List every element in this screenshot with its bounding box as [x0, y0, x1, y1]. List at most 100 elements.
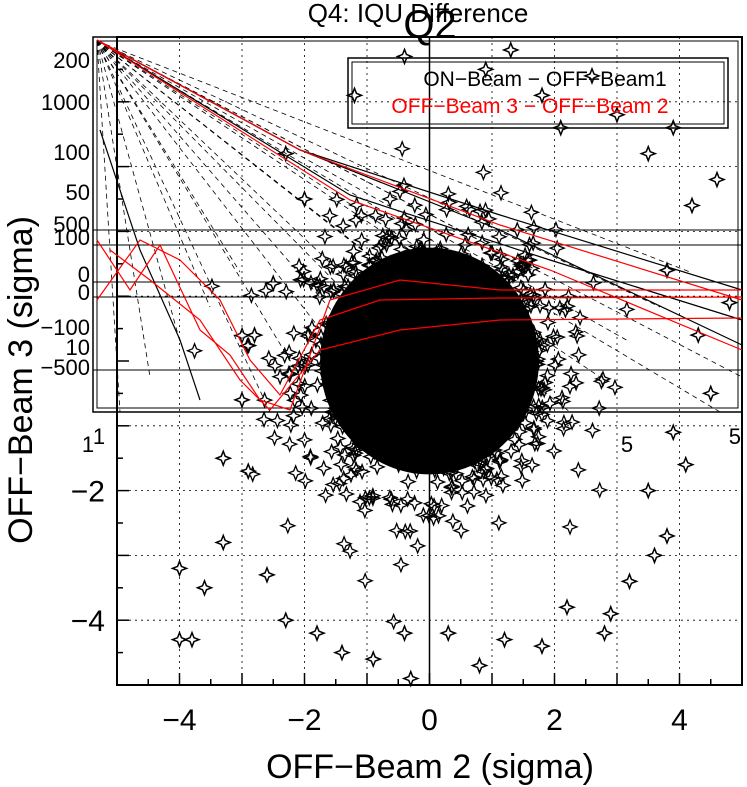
- scatter-point: [451, 439, 470, 457]
- scatter-point: [328, 309, 346, 327]
- scatter-point: [452, 351, 471, 370]
- x-tick-label: −4: [162, 704, 196, 737]
- scatter-point: [285, 324, 303, 342]
- scatter-point: [491, 408, 510, 426]
- scatter-point: [528, 355, 547, 374]
- scatter-point: [477, 338, 496, 357]
- scatter-point: [286, 464, 305, 482]
- scatter-point: [398, 346, 416, 364]
- scatter-point: [512, 278, 530, 297]
- scatter-point: [492, 257, 510, 276]
- inset-dashed-line: [96, 40, 601, 378]
- scatter-point: [482, 363, 501, 382]
- scatter-point: [360, 489, 379, 507]
- scatter-point: [639, 481, 658, 500]
- scatter-point: [470, 656, 489, 675]
- scatter-point: [538, 411, 557, 430]
- scatter-point: [284, 406, 303, 425]
- scatter-point: [488, 470, 506, 488]
- scatter-point: [532, 86, 552, 105]
- scatter-point: [276, 611, 295, 630]
- scatter-point: [462, 349, 480, 368]
- scatter-point: [321, 409, 339, 428]
- scatter-point: [477, 288, 496, 306]
- scatter-point: [450, 300, 468, 319]
- scatter-cloud: [185, 139, 636, 631]
- scatter-point: [307, 331, 325, 350]
- inset-dashed-line: [96, 40, 211, 308]
- scatter-point: [439, 185, 458, 203]
- scatter-point: [470, 351, 489, 370]
- scatter-point: [398, 490, 417, 508]
- scatter-point: [460, 382, 479, 400]
- inset-red-curve: [96, 39, 743, 351]
- scatter-point: [368, 458, 386, 476]
- inset-dashed-line: [96, 40, 121, 413]
- scatter-point: [402, 294, 420, 312]
- scatter-point: [316, 486, 335, 504]
- scatter-point: [233, 326, 251, 345]
- scatter-point: [524, 397, 543, 416]
- scatter-point: [302, 399, 321, 417]
- scatter-point: [401, 377, 420, 396]
- scatter-point: [295, 189, 314, 209]
- scatter-point: [266, 356, 284, 375]
- scatter-point: [290, 349, 309, 368]
- scatter-point: [344, 411, 363, 430]
- inset-y-tick-label: 1000: [41, 90, 90, 115]
- scatter-point: [461, 296, 479, 314]
- scatter-point: [497, 383, 515, 401]
- x-axis-title: OFF−Beam 2 (sigma): [266, 748, 594, 786]
- scatter-point: [405, 251, 424, 270]
- scatter-point: [618, 300, 636, 319]
- inset-frame-inner: [96, 40, 739, 409]
- scatter-point: [170, 559, 189, 578]
- scatter-point: [590, 481, 609, 499]
- scatter-point: [311, 276, 329, 295]
- scatter-point: [467, 301, 486, 320]
- scatter-point: [435, 452, 453, 470]
- scatter-point: [425, 432, 444, 451]
- inset-dashed-line: [96, 40, 661, 308]
- scatter-point: [568, 327, 586, 345]
- scatter-point: [590, 399, 609, 417]
- scatter-point: [268, 411, 287, 430]
- scatter-point: [281, 384, 300, 403]
- scatter-point: [528, 434, 547, 453]
- scatter-point: [401, 308, 420, 327]
- scatter-point: [393, 442, 412, 461]
- scatter-point: [332, 285, 351, 303]
- scatter-point: [541, 394, 559, 413]
- scatter-point: [406, 389, 425, 408]
- scatter-point: [410, 374, 429, 393]
- inset-dashed-line: [96, 40, 421, 413]
- scatter-point: [257, 565, 277, 584]
- scatter-point: [434, 459, 453, 478]
- scatter-point: [360, 247, 379, 265]
- scatter-point: [390, 399, 409, 417]
- scatter-point: [255, 391, 274, 409]
- scatter-point: [592, 372, 611, 391]
- scatter-point: [486, 423, 505, 441]
- x-tick-labels: −4 −2 0 2 4: [162, 704, 687, 737]
- scatter-point: [544, 327, 563, 346]
- scatter-point: [682, 196, 702, 215]
- scatter-point: [437, 374, 456, 392]
- scatter-point: [329, 326, 348, 344]
- inset-x-tick-label: 5: [621, 432, 633, 457]
- scatter-point: [345, 86, 364, 105]
- scatter-point: [462, 366, 481, 385]
- inset-y-tick-label: 50: [66, 180, 90, 205]
- scatter-point: [381, 488, 399, 507]
- legend-entry-black: ON−Beam − OFF−Beam1: [423, 68, 666, 91]
- scatter-point: [502, 442, 520, 461]
- scatter-point: [362, 447, 380, 466]
- scatter-point: [326, 399, 345, 418]
- scatter-point: [512, 457, 530, 476]
- inset-red-curve: [96, 39, 743, 301]
- inset-x-tick-label: 1: [93, 424, 105, 449]
- scatter-point: [407, 451, 425, 469]
- scatter-point: [374, 307, 393, 326]
- scatter-point: [451, 417, 470, 436]
- scatter-point: [513, 471, 532, 490]
